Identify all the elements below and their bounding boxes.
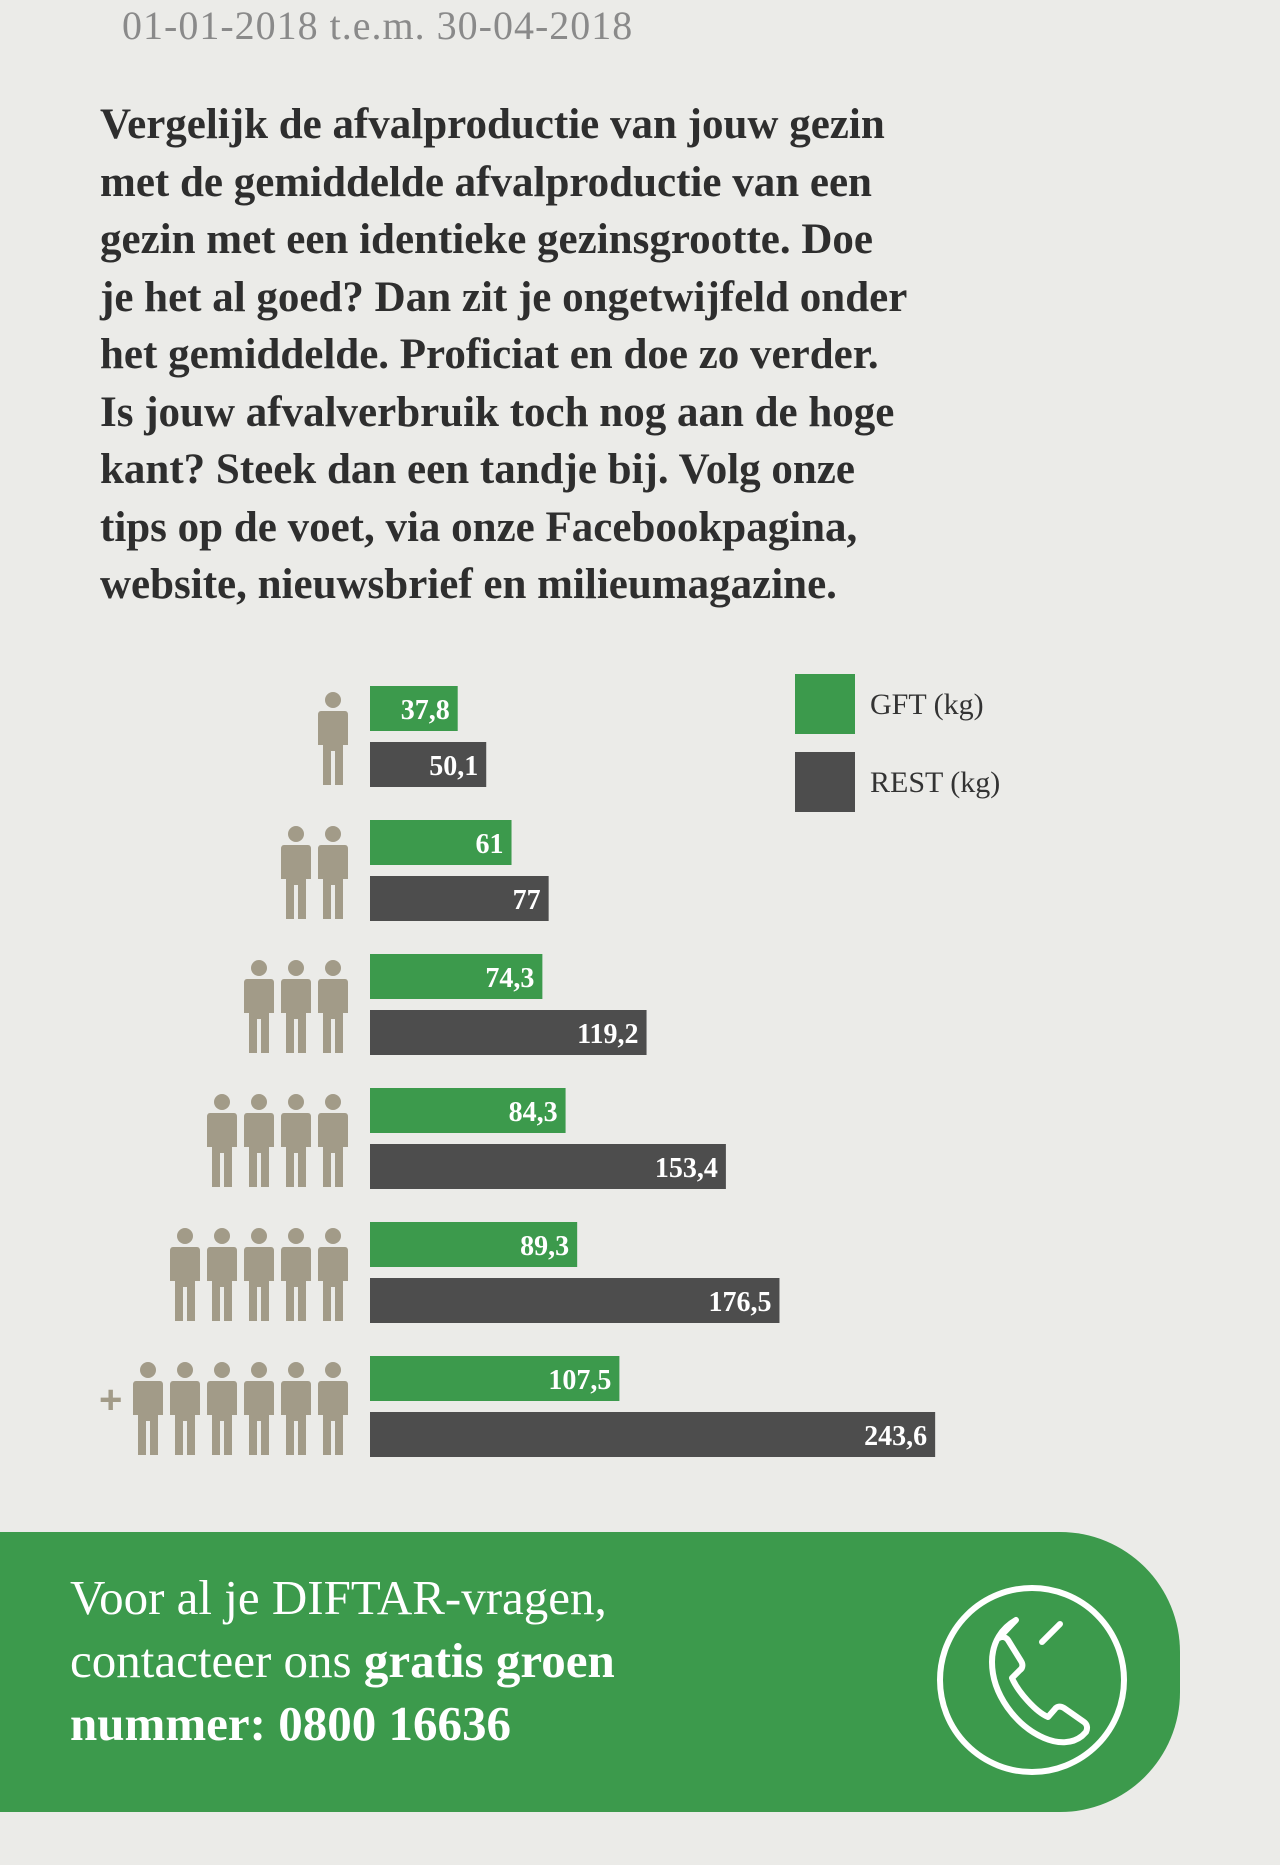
contact-phone-number: nummer: 0800 16636	[70, 1696, 511, 1751]
bar-gft-label: 107,5	[548, 1365, 611, 1396]
person-icon	[281, 1362, 311, 1455]
intro-text: Vergelijk de afvalproductie van jouw gez…	[100, 96, 1100, 614]
person-icon	[318, 1094, 348, 1187]
intro-line: gezin met een identieke gezinsgrootte. D…	[100, 216, 873, 263]
person-icon	[244, 1228, 274, 1321]
intro-line: het gemiddelde. Proficiat en doe zo verd…	[100, 331, 879, 378]
person-icon	[207, 1094, 237, 1187]
chart-legend: GFT (kg) REST (kg)	[795, 674, 1000, 812]
bar-gft-label: 84,3	[509, 1097, 558, 1128]
household-row: 89,3 176,5	[170, 1222, 780, 1323]
bar-rest-label: 119,2	[577, 1019, 638, 1050]
person-icon	[318, 1228, 348, 1321]
person-icon	[281, 1094, 311, 1187]
household-row: +107,5 243,6	[99, 1356, 936, 1457]
bar-rest	[370, 1010, 647, 1055]
contact-line-2-normal: contacteer ons	[70, 1633, 364, 1688]
bar-gft-label: 74,3	[485, 963, 534, 994]
contact-line-1: Voor al je DIFTAR-vragen,	[70, 1570, 607, 1625]
bar-rest	[370, 1144, 726, 1189]
household-row: 74,3 119,2	[244, 954, 647, 1055]
household-row: 61 77	[281, 820, 549, 921]
person-icon	[207, 1362, 237, 1455]
bar-rest	[370, 876, 549, 921]
intro-line: Vergelijk de afvalproductie van jouw gez…	[100, 101, 885, 148]
person-icon	[281, 1228, 311, 1321]
bar-gft-label: 89,3	[520, 1231, 569, 1262]
person-icon	[281, 826, 311, 919]
bar-rest	[370, 742, 487, 787]
date-range: 01-01-2018 t.e.m. 30-04-2018	[122, 3, 634, 48]
person-icon	[244, 960, 274, 1053]
legend-swatch	[795, 674, 855, 734]
person-icon	[244, 1094, 274, 1187]
intro-line: kant? Steek dan een tandje bij. Volg onz…	[100, 446, 855, 493]
bar-rest	[370, 1412, 936, 1457]
bar-gft-label: 37,8	[401, 695, 450, 726]
bar-gft	[370, 1356, 620, 1401]
bar-gft	[370, 686, 458, 731]
bar-gft	[370, 954, 543, 999]
bar-rest-label: 243,6	[864, 1421, 927, 1452]
contact-line-2-bold: gratis groen	[363, 1633, 615, 1688]
intro-line: Is jouw afvalverbruik toch nog aan de ho…	[100, 388, 895, 436]
waste-bar-chart: GFT (kg) REST (kg) 37,8 50,1 61 77 74,3 119,2 8…	[99, 674, 1000, 1457]
person-icon	[318, 692, 348, 785]
person-icon	[170, 1362, 200, 1455]
person-icon	[207, 1228, 237, 1321]
person-icon	[281, 960, 311, 1053]
legend-label: REST (kg)	[870, 766, 1000, 799]
bar-gft	[370, 1088, 566, 1133]
phone-icon	[937, 1585, 1127, 1775]
bar-rest-label: 77	[513, 885, 541, 916]
plus-marker: +	[99, 1378, 122, 1422]
person-icon	[244, 1362, 274, 1455]
household-row: 37,8 50,1	[318, 686, 487, 787]
person-icon	[318, 960, 348, 1053]
intro-line: tips op de voet, via onze Facebookpagina…	[100, 503, 858, 551]
chart-rows: 37,8 50,1 61 77 74,3 119,2 84,3 153,4 89,3 176,5 +…	[99, 686, 936, 1457]
legend-label: GFT (kg)	[870, 688, 984, 721]
bar-rest-label: 50,1	[429, 751, 478, 782]
bar-rest	[370, 1278, 780, 1323]
person-icon	[133, 1362, 163, 1455]
person-icon	[170, 1228, 200, 1321]
bar-rest-label: 176,5	[708, 1287, 771, 1318]
intro-line: je het al goed? Dan zit je ongetwijfeld …	[100, 273, 908, 321]
contact-text: Voor al je DIFTAR-vragen, contacteer ons…	[70, 1566, 870, 1755]
intro-line: met de gemiddelde afvalproductie van een	[100, 158, 872, 206]
intro-line: website, nieuwsbrief en milieumagazine.	[100, 561, 837, 608]
bar-gft	[370, 820, 512, 865]
contact-line-2: contacteer ons gratis groen	[70, 1629, 870, 1692]
legend-swatch	[795, 752, 855, 812]
bar-gft-label: 61	[476, 829, 504, 860]
contact-banner: Voor al je DIFTAR-vragen, contacteer ons…	[0, 1532, 1180, 1812]
bar-gft	[370, 1222, 578, 1267]
person-icon	[318, 1362, 348, 1455]
bar-rest-label: 153,4	[655, 1153, 718, 1184]
household-row: 84,3 153,4	[207, 1088, 726, 1189]
person-icon	[318, 826, 348, 919]
